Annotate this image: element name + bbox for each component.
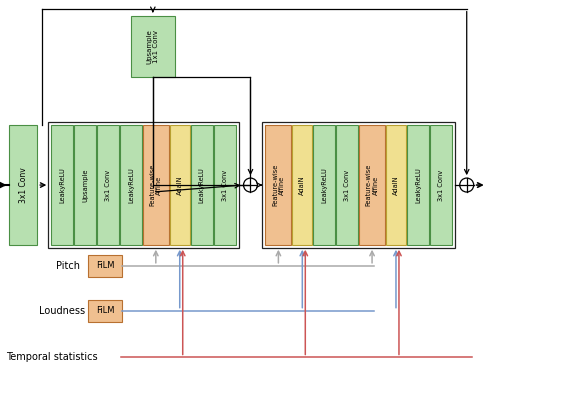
- FancyBboxPatch shape: [120, 125, 142, 245]
- FancyBboxPatch shape: [314, 125, 335, 245]
- Text: AdaIN: AdaIN: [393, 175, 399, 195]
- FancyBboxPatch shape: [74, 125, 96, 245]
- Text: 3x1 Conv: 3x1 Conv: [19, 167, 28, 203]
- Text: AdaIN: AdaIN: [177, 175, 183, 195]
- FancyBboxPatch shape: [51, 125, 73, 245]
- Text: LeakyReLU: LeakyReLU: [415, 167, 421, 203]
- FancyBboxPatch shape: [386, 125, 406, 245]
- FancyBboxPatch shape: [265, 125, 291, 245]
- FancyBboxPatch shape: [88, 300, 122, 322]
- Text: 3x1 Conv: 3x1 Conv: [222, 170, 227, 201]
- FancyBboxPatch shape: [190, 125, 213, 245]
- FancyBboxPatch shape: [88, 255, 122, 277]
- Text: AdaIN: AdaIN: [299, 175, 305, 195]
- Text: Feature-wise
Affine: Feature-wise Affine: [366, 164, 379, 206]
- FancyBboxPatch shape: [336, 125, 358, 245]
- Text: FiLM: FiLM: [96, 261, 114, 270]
- Text: FiLM: FiLM: [96, 306, 114, 315]
- Text: LeakyReLU: LeakyReLU: [128, 167, 134, 203]
- FancyBboxPatch shape: [214, 125, 236, 245]
- Text: Feature-wise
Affine: Feature-wise Affine: [272, 164, 285, 206]
- Text: LeakyReLU: LeakyReLU: [59, 167, 65, 203]
- Text: Upsample
1x1 Conv: Upsample 1x1 Conv: [146, 29, 159, 64]
- FancyBboxPatch shape: [131, 16, 175, 78]
- Text: Feature-wise
Affine: Feature-wise Affine: [149, 164, 162, 206]
- FancyBboxPatch shape: [9, 125, 38, 245]
- Text: 3x1 Conv: 3x1 Conv: [105, 170, 111, 201]
- Text: LeakyReLU: LeakyReLU: [321, 167, 327, 203]
- FancyBboxPatch shape: [292, 125, 312, 245]
- Text: Pitch: Pitch: [56, 261, 80, 271]
- Text: 3x1 Conv: 3x1 Conv: [438, 170, 444, 201]
- Text: Upsample: Upsample: [82, 168, 88, 202]
- FancyBboxPatch shape: [143, 125, 169, 245]
- Text: 3x1 Conv: 3x1 Conv: [344, 170, 350, 201]
- FancyBboxPatch shape: [407, 125, 429, 245]
- Text: LeakyReLU: LeakyReLU: [199, 167, 205, 203]
- Text: Loudness: Loudness: [39, 306, 86, 316]
- FancyBboxPatch shape: [359, 125, 385, 245]
- Text: Temporal statistics: Temporal statistics: [6, 353, 98, 363]
- FancyBboxPatch shape: [97, 125, 119, 245]
- FancyBboxPatch shape: [170, 125, 190, 245]
- FancyBboxPatch shape: [430, 125, 452, 245]
